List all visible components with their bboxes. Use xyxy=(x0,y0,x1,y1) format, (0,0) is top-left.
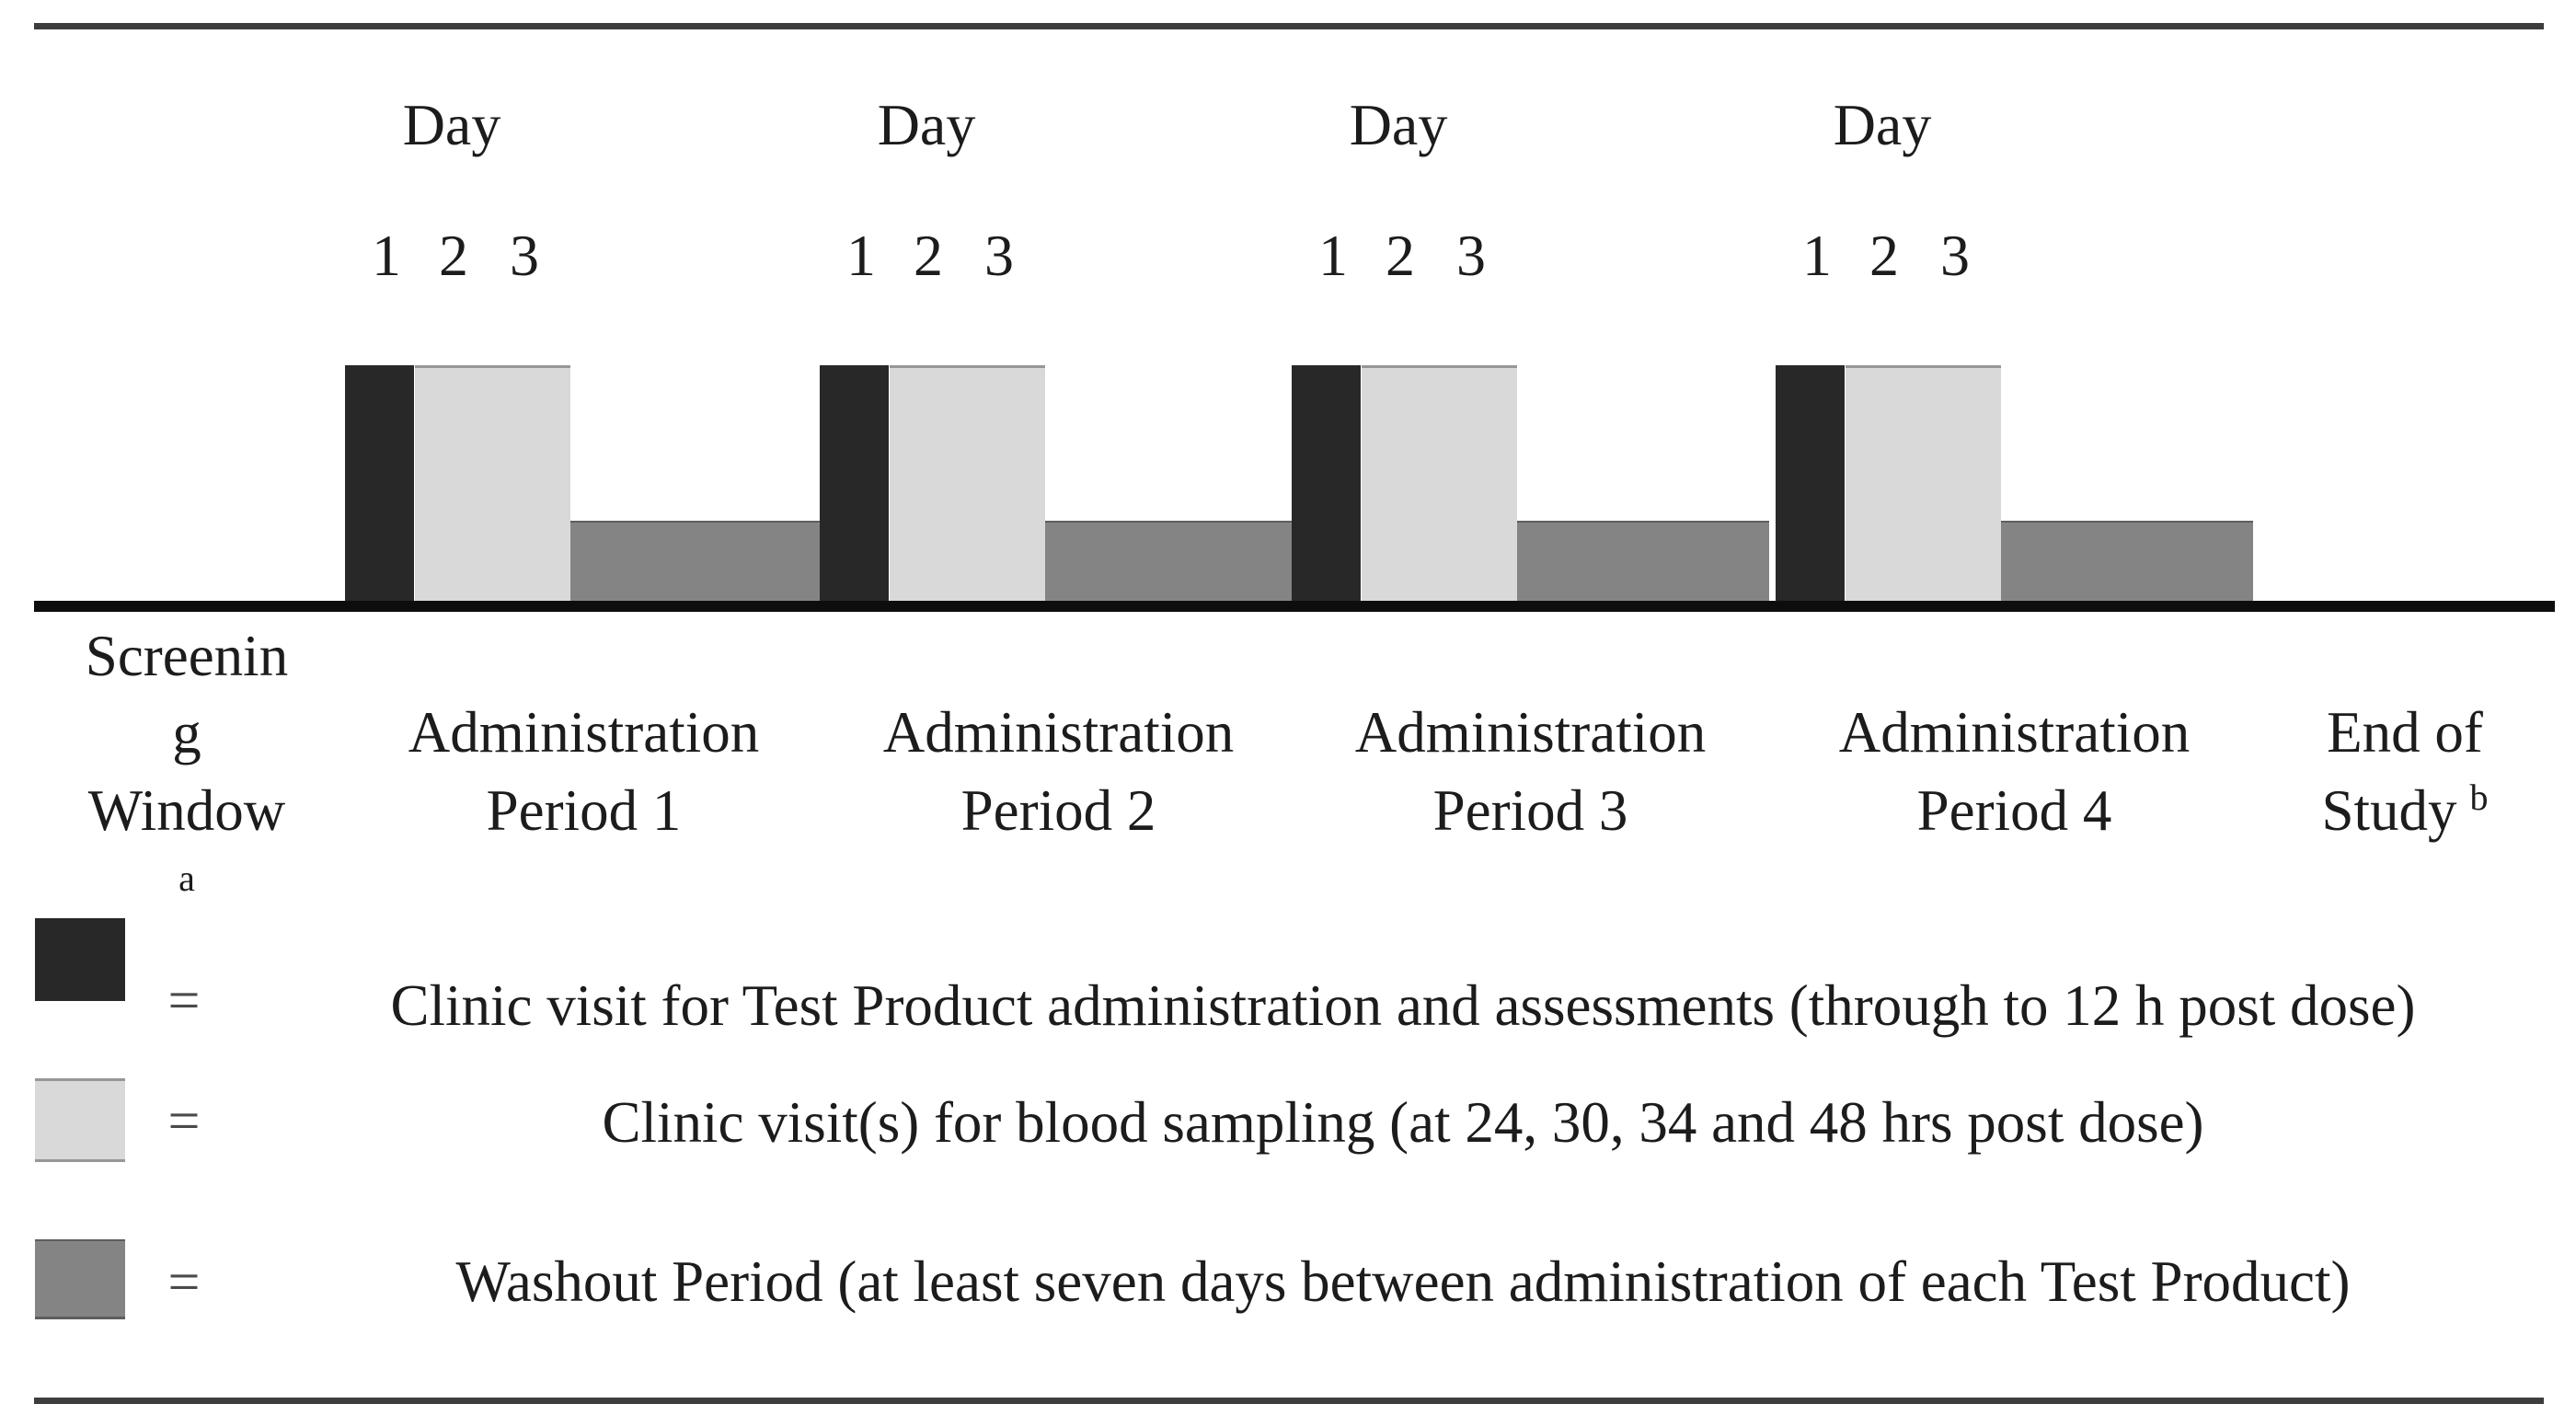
day-number-3: 3 xyxy=(984,223,1014,288)
washout-gray-swatch xyxy=(35,1239,125,1319)
footnote-marker-b: b xyxy=(2469,777,2489,818)
clinic-visit-bar-period-1 xyxy=(345,365,414,604)
period-4-label-line-2: Period 4 xyxy=(1916,778,2112,843)
administration-period-2-group: Day 1 2 3 xyxy=(820,0,1297,612)
screening-window-label: Screenin g Window a xyxy=(26,617,348,901)
blood-sampling-bar-period-3 xyxy=(1362,365,1517,604)
equals-sign-3: = xyxy=(167,1251,201,1314)
administration-period-2-label: Administration Period 2 xyxy=(820,694,1297,850)
period-4-label-line-1: Administration xyxy=(1838,700,2191,765)
clinic-visit-dark-swatch xyxy=(35,918,125,1001)
end-of-study-label: End of Study b xyxy=(2253,694,2557,850)
bottom-rule xyxy=(34,1398,2544,1404)
screening-label-line-2: g xyxy=(172,701,201,765)
clinic-visit-bar-period-2 xyxy=(820,365,889,604)
period-3-label-line-1: Administration xyxy=(1354,700,1707,765)
washout-bar-period-1 xyxy=(570,521,822,604)
day-header-period-3: Day xyxy=(1349,92,1448,157)
clinic-visit-bar-period-4 xyxy=(1776,365,1845,604)
clinic-visit-bar-period-3 xyxy=(1292,365,1361,604)
day-number-1: 1 xyxy=(846,223,876,288)
blood-sampling-bar-period-1 xyxy=(415,365,570,604)
legend-text-washout: Washout Period (at least seven days betw… xyxy=(455,1249,2351,1314)
day-header-period-4: Day xyxy=(1833,92,1932,157)
end-of-study-line-1: End of xyxy=(2327,700,2483,765)
blood-sampling-bar-period-4 xyxy=(1846,365,2001,604)
equals-sign-1: = xyxy=(167,970,201,1032)
day-number-2: 2 xyxy=(439,223,468,288)
day-number-3: 3 xyxy=(510,223,539,288)
legend-text-clinic-visit: Clinic visit for Test Product administra… xyxy=(390,973,2416,1038)
day-number-3: 3 xyxy=(1456,223,1486,288)
period-1-label-line-1: Administration xyxy=(408,700,760,765)
washout-bar-period-3 xyxy=(1517,521,1769,604)
day-number-2: 2 xyxy=(914,223,943,288)
day-header-period-1: Day xyxy=(402,92,501,157)
period-2-label-line-2: Period 2 xyxy=(960,778,1156,843)
period-3-label-line-2: Period 3 xyxy=(1432,778,1628,843)
screening-label-line-3: Window xyxy=(87,778,286,843)
administration-period-4-group: Day 1 2 3 xyxy=(1776,0,2253,612)
administration-period-3-label: Administration Period 3 xyxy=(1292,694,1769,850)
period-2-label-line-1: Administration xyxy=(882,700,1235,765)
day-number-1: 1 xyxy=(372,223,401,288)
administration-period-1-group: Day 1 2 3 xyxy=(345,0,822,612)
top-rule xyxy=(34,23,2544,29)
end-of-study-line-2: Study b xyxy=(2321,777,2489,843)
footnote-marker-a: a xyxy=(178,857,195,899)
administration-period-1-label: Administration Period 1 xyxy=(345,694,822,850)
washout-bar-period-4 xyxy=(2001,521,2253,604)
day-header-period-2: Day xyxy=(877,92,976,157)
day-number-1: 1 xyxy=(1318,223,1348,288)
administration-period-3-group: Day 1 2 3 xyxy=(1292,0,1769,612)
timeline-baseline xyxy=(34,601,2555,612)
screening-label-line-1: Screenin xyxy=(85,624,289,688)
washout-bar-period-2 xyxy=(1045,521,1297,604)
period-1-label-line-2: Period 1 xyxy=(486,778,682,843)
blood-sampling-light-swatch xyxy=(35,1078,125,1162)
blood-sampling-bar-period-2 xyxy=(890,365,1045,604)
day-number-2: 2 xyxy=(1386,223,1415,288)
equals-sign-2: = xyxy=(167,1090,201,1153)
administration-period-4-label: Administration Period 4 xyxy=(1776,694,2253,850)
day-number-3: 3 xyxy=(1940,223,1970,288)
legend-text-blood-sampling: Clinic visit(s) for blood sampling (at 2… xyxy=(602,1090,2204,1155)
day-number-2: 2 xyxy=(1869,223,1899,288)
day-number-1: 1 xyxy=(1802,223,1832,288)
